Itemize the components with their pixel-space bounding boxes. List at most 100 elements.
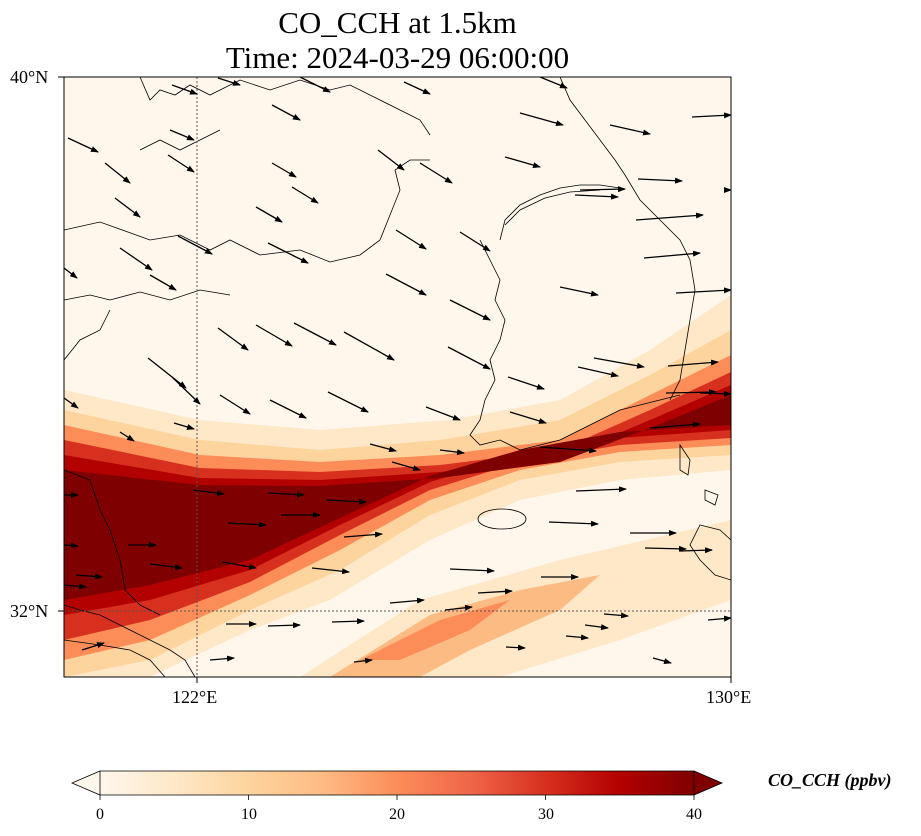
- wind-arrow: [171, 376, 201, 405]
- wind-arrow: [584, 624, 609, 631]
- wind-arrow: [269, 399, 307, 419]
- wind-arrow: [67, 137, 99, 153]
- wind-arrow: [167, 154, 195, 173]
- wind-arrow: [644, 545, 687, 552]
- wind-arrow: [119, 431, 135, 442]
- wind-arrow: [81, 642, 105, 651]
- wind-arrow: [707, 615, 731, 622]
- wind-arrow: [389, 597, 425, 604]
- coastline-tsushima: [679, 443, 691, 476]
- coastline-jeju: [477, 508, 527, 530]
- coastline-yalu-2: [504, 189, 601, 226]
- wind-arrow: [665, 389, 717, 396]
- coastline-kyushu: [689, 524, 731, 581]
- wind-arrow: [403, 81, 431, 95]
- coastline-jiangsu: [64, 469, 161, 616]
- wind-arrow: [369, 443, 397, 453]
- wind-arrow: [221, 561, 257, 570]
- wind-arrow: [507, 376, 545, 390]
- wind-arrow: [447, 346, 491, 370]
- coastline-liaodong: [139, 77, 431, 136]
- wind-arrow: [64, 583, 87, 590]
- wind-arrow: [505, 644, 526, 651]
- coastline-jiangsu-north: [64, 309, 111, 361]
- coastline-yangtze: [64, 604, 196, 677]
- wind-arrow: [609, 124, 651, 136]
- coastline-iki: [704, 489, 719, 506]
- wind-arrow: [271, 162, 297, 178]
- wind-arrow: [509, 411, 547, 424]
- wind-arrow: [217, 77, 241, 86]
- wind-arrow: [219, 394, 251, 415]
- wind-arrow: [171, 84, 198, 95]
- wind-arrow: [539, 446, 597, 454]
- wind-arrow: [293, 322, 337, 346]
- wind-arrow: [559, 286, 599, 297]
- wind-arrow: [353, 657, 373, 664]
- colorbar-ticks: [99, 795, 695, 800]
- axis-ticks: [58, 76, 732, 683]
- colorbar-extend-max: [693, 770, 724, 796]
- wind-arrow: [425, 406, 461, 421]
- wind-arrow: [593, 357, 645, 369]
- map-frame: [63, 76, 732, 678]
- wind-arrow: [75, 573, 103, 580]
- wind-arrow: [327, 391, 369, 413]
- coastline-yalu: [499, 184, 621, 241]
- wind-arrow: [652, 657, 672, 665]
- wind-arrow: [575, 486, 627, 493]
- lat-label-32n: 32°N: [10, 601, 49, 621]
- gridlines: [64, 77, 731, 677]
- wind-arrow: [419, 162, 453, 184]
- coastline-korea-east: [559, 77, 696, 401]
- wind-arrow: [548, 520, 599, 527]
- wind-arrow: [331, 618, 365, 625]
- wind-arrow: [64, 397, 79, 409]
- colorbar-extend-min: [70, 770, 101, 796]
- map-area: [64, 77, 731, 677]
- wind-arrow: [539, 77, 568, 89]
- wind-arrow: [504, 156, 541, 168]
- wind-arrow: [691, 112, 731, 119]
- wind-arrow: [343, 331, 395, 361]
- wind-arrow: [217, 327, 249, 351]
- wind-arrow: [574, 193, 619, 200]
- coastline-korea-west: [469, 239, 561, 451]
- wind-arrow: [64, 267, 78, 279]
- lat-label-40n: 40°N: [10, 67, 49, 87]
- colorbar-label: CO_CCH (ppbv): [768, 770, 892, 790]
- wind-arrow: [177, 235, 213, 255]
- wind-arrow: [119, 247, 153, 271]
- lon-label-130e: 130°E: [706, 687, 752, 707]
- colorbar-tick-label-20: 20: [389, 806, 405, 823]
- wind-arrow: [391, 461, 421, 471]
- wind-arrow: [325, 498, 367, 505]
- wind-arrow: [169, 129, 195, 141]
- plume-core: [64, 395, 731, 600]
- colorbar: [70, 770, 724, 800]
- wind-arrow: [291, 186, 319, 204]
- wind-arrow: [255, 206, 283, 223]
- colorbar-tick-label-0: 0: [96, 806, 104, 823]
- wind-arrow: [267, 622, 301, 629]
- wind-arrow: [649, 421, 701, 429]
- wind-arrow: [603, 612, 629, 619]
- wind-arrow: [311, 567, 350, 575]
- wind-arrow: [267, 242, 309, 264]
- coastlines: [64, 77, 731, 677]
- wind-arrow: [449, 567, 495, 574]
- wind-arrow: [114, 197, 141, 218]
- colorbar-body: [100, 771, 694, 795]
- wind-arrow: [271, 104, 301, 121]
- wind-arrow: [459, 231, 491, 252]
- wind-arrow: [637, 177, 683, 184]
- wind-arrow: [679, 547, 713, 554]
- wind-arrow: [147, 357, 187, 389]
- colorbar-tick-label-30: 30: [538, 806, 554, 823]
- wind-arrow: [255, 324, 293, 347]
- colorbar-tick-label-40: 40: [686, 806, 702, 823]
- chart-title-line2: Time: 2024-03-29 06:00:00: [225, 40, 570, 75]
- coastline-shandong-south: [64, 289, 231, 301]
- wind-arrow: [209, 655, 235, 662]
